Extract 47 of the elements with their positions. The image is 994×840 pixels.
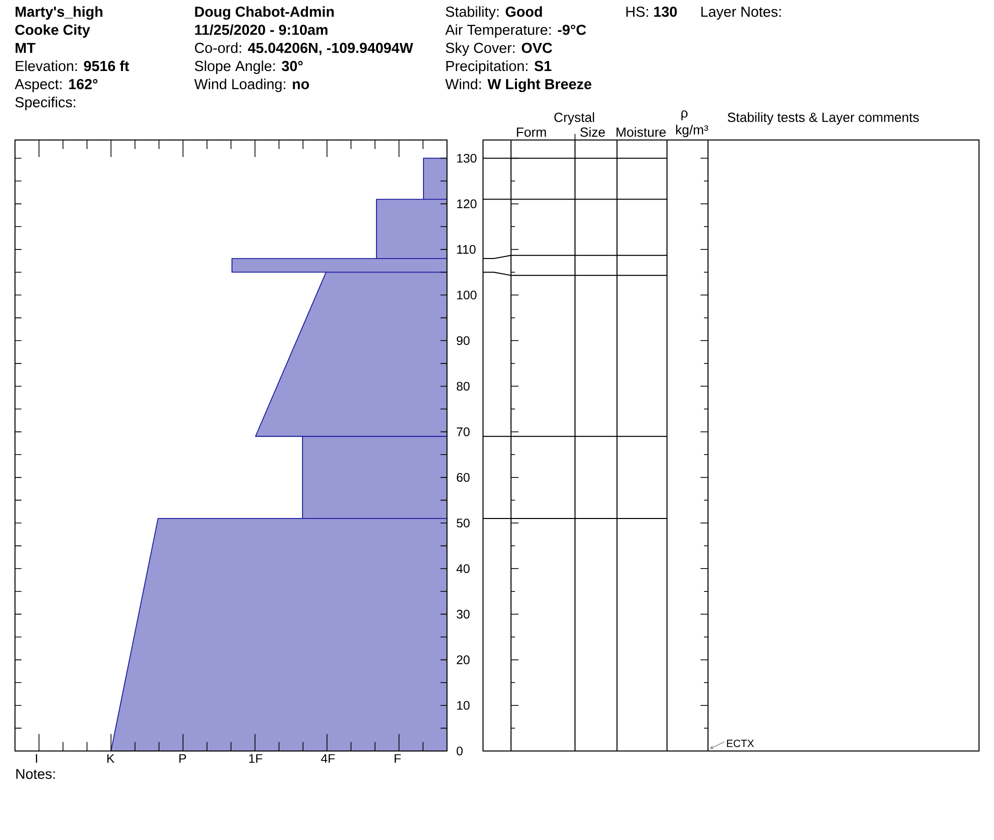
y-tick-label: 10 [457,701,470,710]
text: Moisture [616,127,666,137]
text: Layer Notes: [701,6,781,20]
text: MT [16,42,36,53]
text: Form [516,128,546,137]
text: Aspect: 162° [14,78,98,92]
text: 11/25/2020 - 9:10am [195,24,328,36]
text: ρ [681,110,688,120]
text: Wind Loading: no [194,78,309,92]
text: P [179,754,186,763]
text: Wind: W Light Breeze [445,78,592,92]
text: F [394,754,401,763]
text: 1F [249,754,262,763]
y-tick-label: 90 [456,336,470,346]
text: Marty's_high [16,6,102,20]
text: ECTX [727,740,754,748]
y-tick-label: 80 [456,382,470,391]
y-tick-label: 0 [456,746,463,756]
y-tick-label: 70 [456,427,470,436]
text: Cooke City [15,24,90,38]
text: Air Temperature: -9°C [445,24,586,38]
text: Slope Angle: 30° [194,60,303,74]
text: I [36,754,38,763]
y-tick-label: 40 [456,564,470,574]
y-tick-label: 100 [457,290,476,300]
y-tick-label: 50 [456,518,470,528]
text: Crystal [554,112,594,125]
y-tick-label: 130 [457,154,476,163]
text: HS: 130 [626,6,677,17]
text: Co-ord: 45.04206N, -109.94094W [194,42,414,56]
y-tick-label: 30 [456,610,470,619]
y-tick-label: 120 [457,199,476,208]
text: kg/m³ [676,124,708,138]
y-tick-label: 110 [457,245,476,254]
text: 4F [321,754,335,763]
text: Precipitation: S1 [446,60,552,74]
text: Elevation: 9516 ft [16,60,130,72]
text: Doug Chabot-Admin [195,6,334,20]
text: Specifics: [15,96,76,110]
text: Stability: Good [446,6,542,20]
text: K [107,754,115,763]
y-tick-label: 20 [456,655,470,664]
text: Size [580,127,605,137]
text: Stability tests & Layer comments [728,112,919,125]
text: Notes: [16,769,55,779]
y-tick-label: 60 [456,473,470,482]
text: Sky Cover: OVC [446,42,552,56]
